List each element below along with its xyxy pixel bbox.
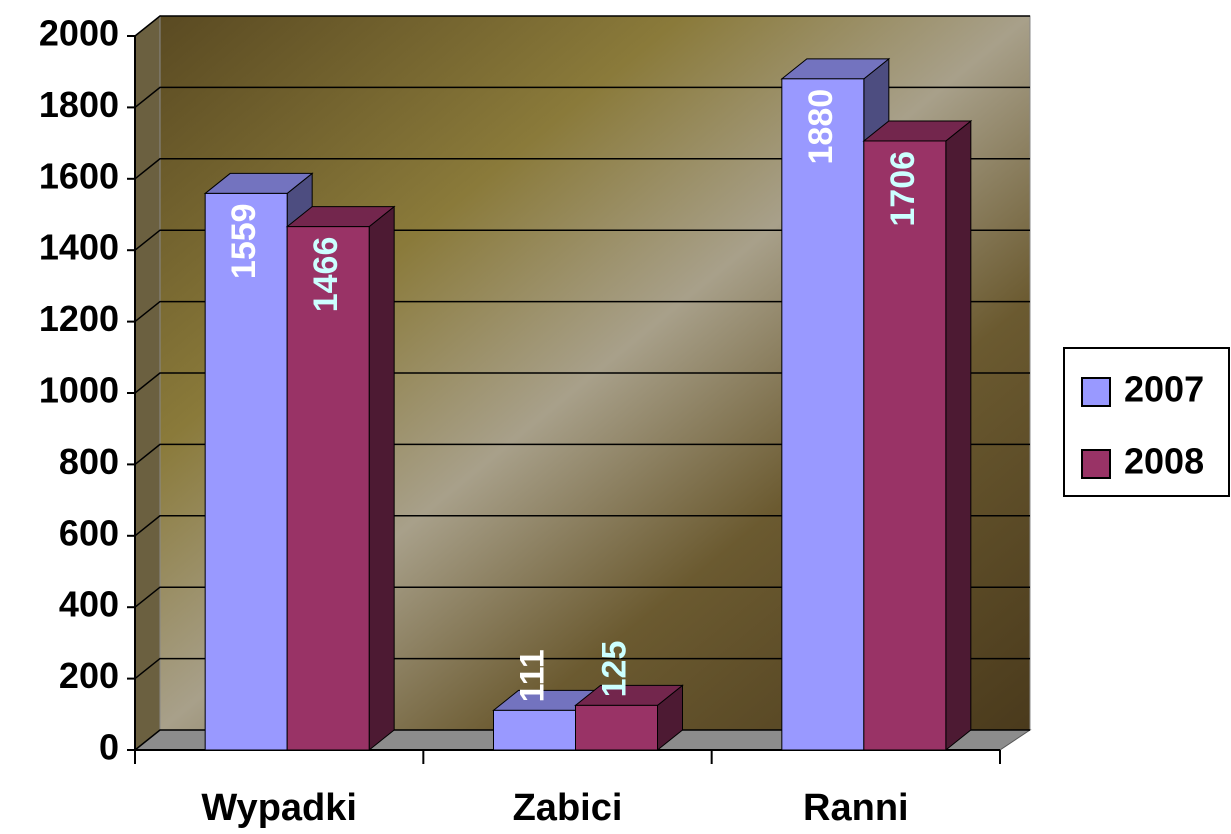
- y-tick-label: 1200: [39, 298, 119, 339]
- value-label: 1466: [307, 237, 345, 313]
- value-label: 1559: [225, 203, 263, 279]
- value-label: 1880: [802, 89, 840, 165]
- x-tick-label: Ranni: [803, 787, 909, 829]
- y-tick-label: 200: [59, 655, 119, 696]
- y-tick-label: 1800: [39, 84, 119, 125]
- value-label: 111: [513, 649, 551, 702]
- bar: [494, 710, 576, 750]
- bar: [576, 705, 658, 750]
- bar: [864, 141, 946, 750]
- bar-side: [369, 207, 394, 750]
- y-tick-label: 600: [59, 512, 119, 553]
- legend-swatch: [1082, 378, 1110, 406]
- y-tick-label: 1600: [39, 155, 119, 196]
- bar-side: [946, 121, 971, 750]
- legend-label: 2008: [1124, 441, 1204, 482]
- legend-label: 2007: [1124, 369, 1204, 410]
- y-tick-label: 2000: [39, 13, 119, 54]
- bar: [782, 79, 864, 750]
- y-tick-label: 0: [99, 727, 119, 768]
- y-tick-label: 800: [59, 441, 119, 482]
- value-label: 125: [595, 641, 633, 698]
- y-tick-label: 400: [59, 584, 119, 625]
- y-tick-label: 1400: [39, 227, 119, 268]
- legend-swatch: [1082, 450, 1110, 478]
- x-tick-label: Wypadki: [201, 787, 357, 829]
- y-tick-label: 1000: [39, 370, 119, 411]
- chart: 0 200 400 600 800 1000 1200 1400 1600 1800 2000 Wyp…: [0, 0, 1231, 834]
- x-tick-label: Zabici: [513, 787, 623, 829]
- value-label: 1706: [884, 151, 922, 227]
